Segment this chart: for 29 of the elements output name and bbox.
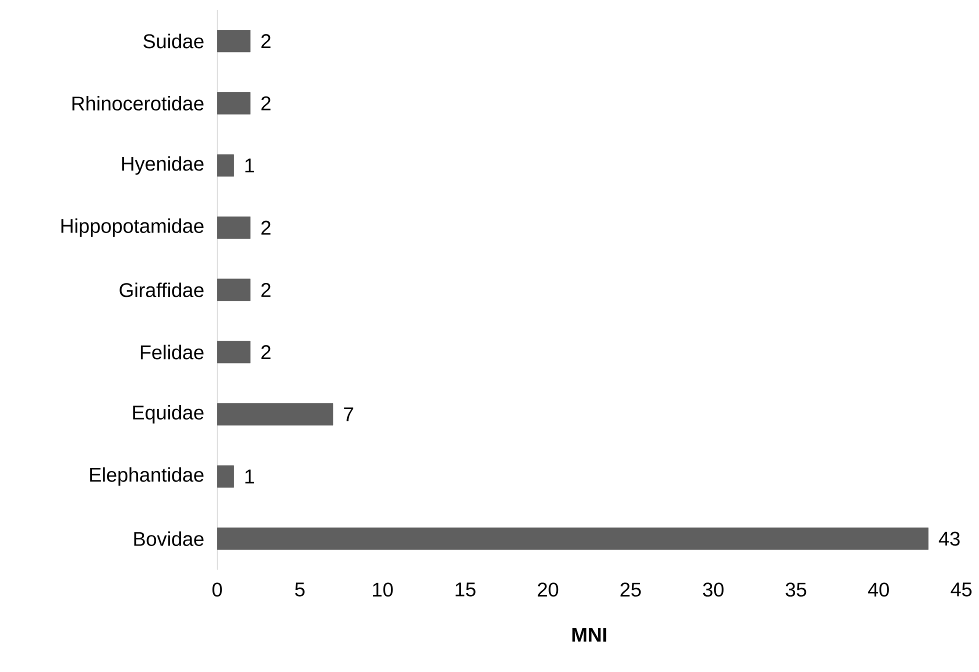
y-tick-label: Felidae xyxy=(140,344,204,360)
y-tick-label: Giraffidae xyxy=(120,282,204,297)
x-tick-label: 15 xyxy=(456,582,476,596)
data-label: 2 xyxy=(261,220,270,234)
x-tick-label: 20 xyxy=(538,582,558,596)
x-tick-label: 30 xyxy=(703,582,724,596)
data-label: 7 xyxy=(344,407,354,421)
y-tick-label: Hippopotamidae xyxy=(61,218,204,237)
data-label: 2 xyxy=(261,96,270,110)
y-tick-label: Bovidae xyxy=(134,531,204,546)
y-tick-label: Suidae xyxy=(143,34,204,48)
data-label: 2 xyxy=(261,34,270,48)
data-label: 2 xyxy=(261,344,270,359)
data-label: 2 xyxy=(261,282,270,297)
y-tick-label: Elephantidae xyxy=(90,467,204,486)
data-label: 43 xyxy=(938,531,960,546)
y-tick-label: Rhinocerotidae xyxy=(72,96,204,110)
data-label: 1 xyxy=(245,469,254,484)
x-axis-title: MNI xyxy=(572,628,606,642)
x-tick-label: 35 xyxy=(786,582,806,596)
x-tick-label: 10 xyxy=(373,582,393,596)
x-tick-label: 0 xyxy=(212,582,222,596)
data-label: 1 xyxy=(245,158,254,172)
y-tick-label: Equidae xyxy=(133,404,204,424)
y-tick-label: Hyenidae xyxy=(122,156,204,175)
x-tick-label: 25 xyxy=(620,582,641,596)
x-tick-label: 40 xyxy=(868,582,889,596)
x-tick-label: 5 xyxy=(295,582,305,596)
x-tick-label: 45 xyxy=(950,582,972,596)
